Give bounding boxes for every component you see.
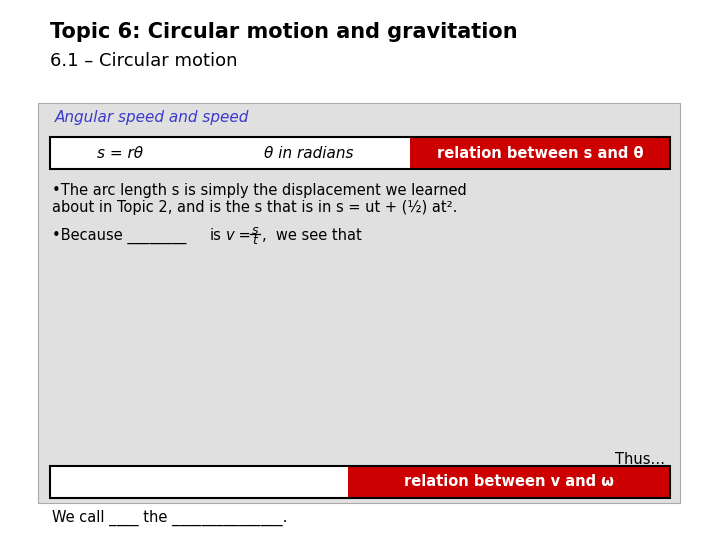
Bar [38,103,680,503]
Text: ,  we see that: , we see that [262,228,361,243]
Text: Thus…: Thus… [615,452,665,467]
Text: Topic 6: Circular motion and gravitation: Topic 6: Circular motion and gravitation [50,22,518,42]
Text: •Because ________: •Because ________ [52,228,186,244]
Text: s: s [252,224,258,237]
Text: s = rθ: s = rθ [97,145,143,160]
Text: about in Topic 2, and is the s that is in s = ut + (½) at².: about in Topic 2, and is the s that is i… [52,200,457,215]
Bar [50,466,670,498]
Text: v: v [226,228,235,243]
Text: is: is [210,228,222,243]
Bar [50,137,410,169]
Text: relation between s and θ: relation between s and θ [436,145,643,160]
Bar [348,466,670,498]
Bar [50,466,348,498]
Text: We call ____ the _______________.: We call ____ the _______________. [52,510,287,526]
Bar [50,137,670,169]
Text: •The arc length s is simply the displacement we learned: •The arc length s is simply the displace… [52,183,467,198]
Text: t: t [253,234,258,247]
Text: =: = [234,228,251,243]
Text: θ in radians: θ in radians [264,145,354,160]
Text: Angular speed and speed: Angular speed and speed [55,110,249,125]
Bar [410,137,670,169]
Text: relation between v and ω: relation between v and ω [404,475,613,489]
Text: 6.1 – Circular motion: 6.1 – Circular motion [50,52,238,70]
